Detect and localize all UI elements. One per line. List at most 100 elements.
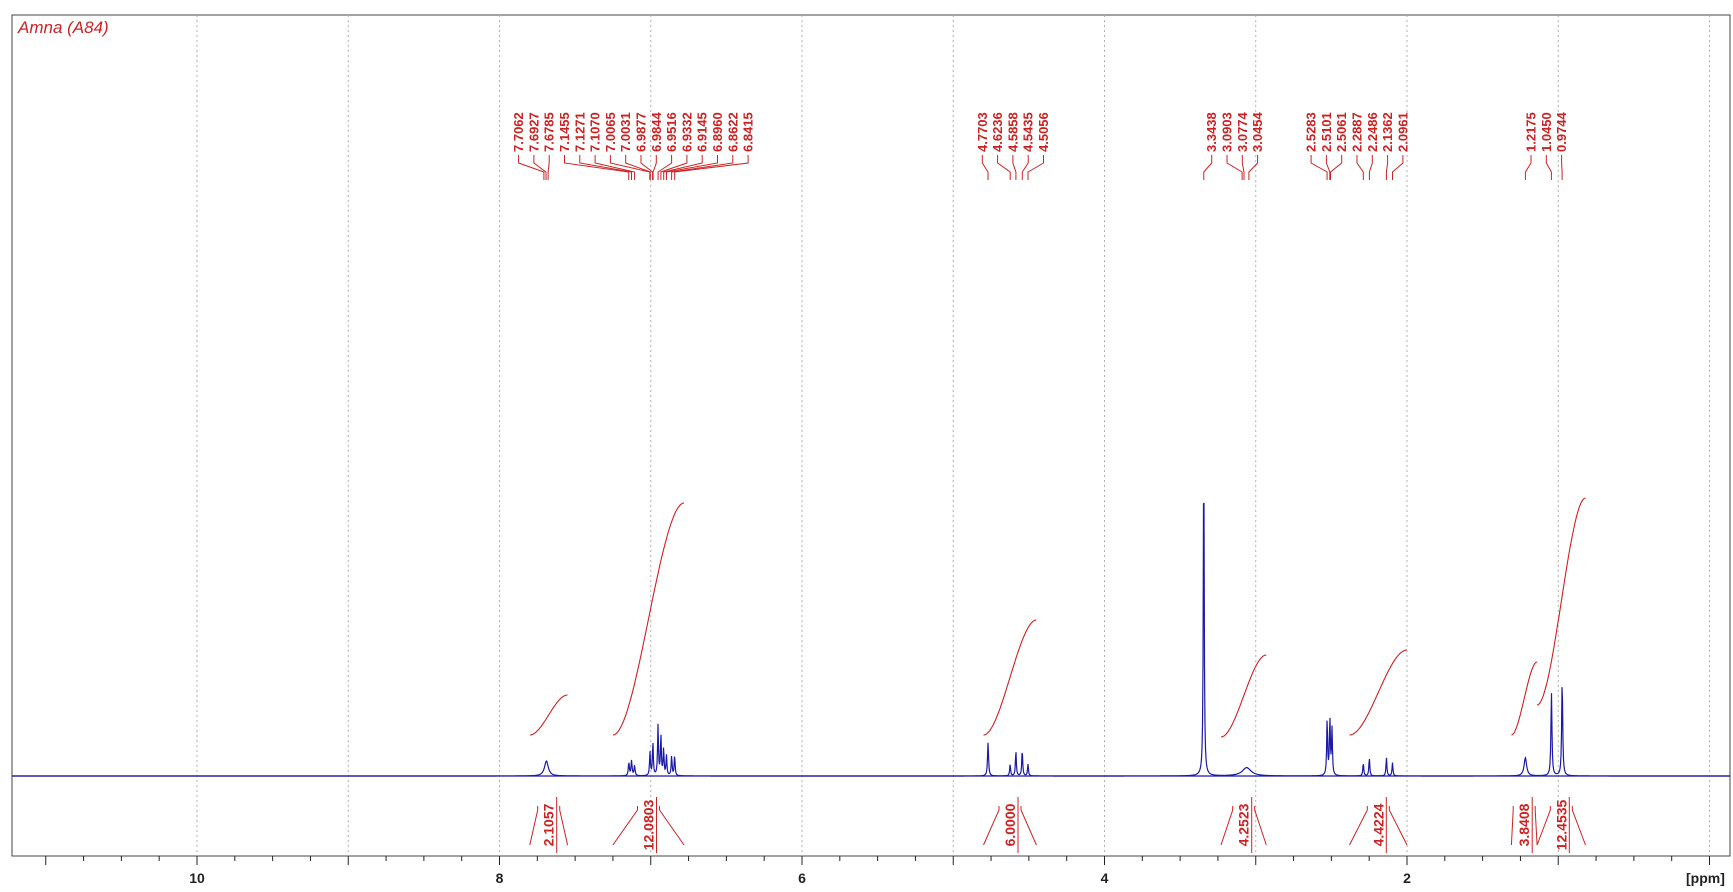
peak-leader-line xyxy=(1368,155,1373,180)
peak-label: 6.8415 xyxy=(741,112,756,152)
peak-leader-line xyxy=(1385,155,1389,180)
peak-leader-line xyxy=(997,155,1011,180)
peak-label: 7.6927 xyxy=(526,112,541,152)
integral-bracket xyxy=(983,806,1037,846)
integral-curve xyxy=(529,694,568,736)
peak-label: 2.5061 xyxy=(1334,112,1349,152)
plot-frame xyxy=(11,14,1731,857)
x-tick-label: 8 xyxy=(496,870,504,886)
x-tick-label: 6 xyxy=(798,870,806,886)
peak-label: 7.0031 xyxy=(618,112,633,152)
peak-leader-line xyxy=(1524,155,1532,180)
peak-label: 2.2486 xyxy=(1365,112,1380,152)
peak-label: 3.0774 xyxy=(1235,111,1250,152)
chart-title: Amna (A84) xyxy=(17,18,109,37)
integral-value: 4.2523 xyxy=(1236,803,1252,846)
peak-leader-line xyxy=(666,155,718,180)
integral-brackets: 2.1057 12.0803 6.0000 4.2523 4.4224 3.8408 12.… xyxy=(529,797,1586,853)
peak-label: 3.0454 xyxy=(1250,111,1265,152)
integral-value: 12.0803 xyxy=(641,799,657,850)
integral-bracket xyxy=(612,806,685,846)
integral-value: 3.8408 xyxy=(1516,803,1532,846)
spectrum-trace xyxy=(12,502,1730,777)
peak-leader-line xyxy=(1356,155,1364,180)
peak-label: 6.9516 xyxy=(664,112,679,152)
peak-label: 7.0065 xyxy=(603,112,618,152)
peak-leader-line xyxy=(1310,155,1328,180)
peak-label: 2.0961 xyxy=(1395,112,1410,152)
peak-label: 3.0903 xyxy=(1220,112,1235,152)
peak-leader-line xyxy=(1392,155,1404,180)
peak-label: 6.9145 xyxy=(695,112,710,152)
peak-label: 1.2175 xyxy=(1524,112,1539,152)
x-tick-label: 10 xyxy=(189,870,205,886)
peak-label: 2.5283 xyxy=(1304,112,1319,152)
peak-leader-line xyxy=(1021,155,1029,180)
x-axis-unit-label: [ppm] xyxy=(1686,870,1725,886)
grid-lines xyxy=(11,14,1731,857)
peak-label: 6.8960 xyxy=(710,112,725,152)
x-tick-label: 2 xyxy=(1403,870,1411,886)
peak-label: 4.5858 xyxy=(1005,112,1020,152)
integral-bracket xyxy=(1536,806,1586,846)
peak-label: 7.1455 xyxy=(557,112,572,152)
peak-labels: 7.7062 7.6927 7.6785 7.1455 7.1271 7.1070 7.00… xyxy=(511,111,1569,180)
peak-label: 4.7703 xyxy=(975,112,990,152)
peak-label: 7.6785 xyxy=(542,112,557,152)
integral-curves xyxy=(529,497,1586,738)
peak-label: 6.9844 xyxy=(649,111,664,152)
peak-label: 7.1070 xyxy=(588,112,603,152)
integral-value: 12.4535 xyxy=(1553,799,1569,850)
peak-leader-line xyxy=(671,155,734,180)
peak-leader-line xyxy=(1561,155,1563,180)
peak-leader-line xyxy=(579,155,632,180)
peak-label: 2.5101 xyxy=(1319,112,1334,152)
integral-value: 4.4224 xyxy=(1370,803,1386,846)
integral-bracket xyxy=(529,806,569,846)
peak-leader-line xyxy=(1203,155,1213,180)
peak-label: 6.8622 xyxy=(725,112,740,152)
peak-leader-line xyxy=(594,155,636,180)
peak-leader-line xyxy=(981,155,989,180)
integral-curve xyxy=(1220,654,1267,738)
peak-label: 3.3438 xyxy=(1204,112,1219,152)
peak-label: 2.2887 xyxy=(1350,112,1365,152)
integral-curve xyxy=(612,502,685,736)
peak-leader-line xyxy=(547,155,550,180)
peak-label: 1.0450 xyxy=(1539,112,1554,152)
peak-leader-line xyxy=(518,155,545,180)
peak-leader-line xyxy=(1248,155,1259,180)
peak-leader-line xyxy=(533,155,547,180)
integral-curve xyxy=(1536,497,1586,706)
peak-label: 7.1271 xyxy=(572,112,587,152)
peak-leader-line xyxy=(1330,155,1343,180)
x-axis: 10 8 6 4 2 xyxy=(45,856,1710,886)
peak-leader-line xyxy=(625,155,651,180)
peak-label: 4.5435 xyxy=(1021,112,1036,152)
peak-label: 7.7062 xyxy=(511,112,526,152)
integral-curve xyxy=(983,619,1037,736)
peak-leader-line xyxy=(674,155,749,180)
peak-leader-line xyxy=(660,155,688,180)
x-tick-label: 4 xyxy=(1101,870,1109,886)
peak-leader-line xyxy=(657,155,673,180)
peak-label: 2.1362 xyxy=(1380,112,1395,152)
peak-label: 4.6236 xyxy=(990,112,1005,152)
integral-value: 2.1057 xyxy=(541,803,557,846)
peak-leader-line xyxy=(1012,155,1017,180)
peak-leader-line xyxy=(1226,155,1243,180)
peak-leader-line xyxy=(1027,155,1044,180)
integral-curve xyxy=(1511,661,1538,736)
peak-leader-line xyxy=(1241,155,1245,180)
integral-curve xyxy=(1349,649,1408,736)
peak-leader-line xyxy=(652,155,657,180)
peak-label: 4.5056 xyxy=(1036,112,1051,152)
integral-bracket xyxy=(1510,806,1538,846)
peak-leader-line xyxy=(1545,155,1552,180)
peak-label: 0.9744 xyxy=(1554,111,1569,152)
peak-leader-line xyxy=(564,155,630,180)
integral-value: 6.0000 xyxy=(1002,803,1018,846)
integral-bracket xyxy=(1220,806,1267,846)
peak-leader-line xyxy=(663,155,703,180)
